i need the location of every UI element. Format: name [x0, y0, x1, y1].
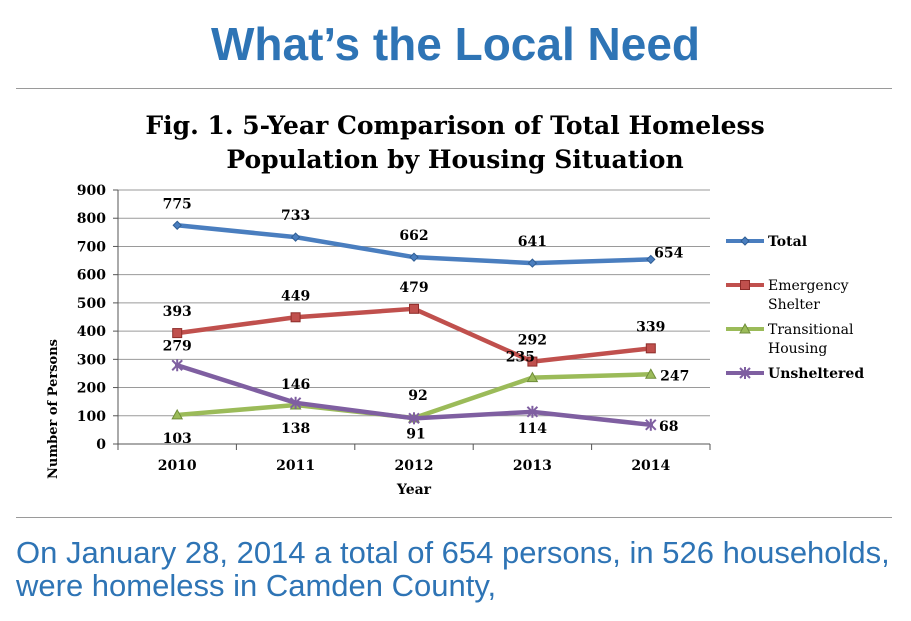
line-chart: Fig. 1. 5-Year Comparison of Total Homel… — [46, 111, 864, 498]
y-tick-label: 800 — [77, 211, 106, 227]
data-label: 393 — [163, 304, 192, 320]
y-tick-label: 200 — [77, 381, 106, 397]
data-label: 114 — [518, 421, 547, 437]
x-tick-label: 2014 — [631, 458, 670, 474]
legend-label: Total — [768, 234, 807, 250]
data-point — [527, 258, 538, 268]
y-tick-label: 500 — [77, 296, 106, 312]
x-tick-label: 2010 — [158, 458, 197, 474]
y-axis-title: Number of Persons — [46, 339, 61, 479]
data-label: 292 — [518, 333, 547, 349]
x-tick-label: 2013 — [513, 458, 552, 474]
series-emergency-shelter: 393 449 479 292 339 — [163, 280, 665, 367]
data-point — [172, 328, 183, 339]
data-point — [409, 252, 419, 262]
data-label: 479 — [399, 280, 428, 296]
data-label: 449 — [281, 288, 310, 304]
y-tick-label: 900 — [77, 183, 106, 199]
legend-item: Unsheltered — [726, 366, 864, 382]
y-tick-label: 600 — [77, 268, 106, 284]
data-point — [646, 254, 656, 265]
data-label: 279 — [163, 338, 192, 354]
chart-title-line1: Fig. 1. 5-Year Comparison of Total Homel… — [145, 111, 764, 140]
y-tick-label: 400 — [77, 324, 106, 340]
data-point — [408, 412, 420, 425]
data-label: 654 — [654, 245, 683, 261]
series-line — [174, 306, 654, 364]
legend-item: Total — [726, 234, 807, 250]
data-label: 247 — [660, 368, 689, 384]
legend: Total Emergency Shelter Transitional Housing… — [726, 234, 864, 382]
data-point — [645, 418, 657, 431]
data-label: 662 — [399, 228, 428, 244]
data-point — [290, 232, 301, 242]
data-label: 92 — [408, 388, 427, 404]
y-tick-label: 0 — [96, 437, 106, 453]
data-label: 146 — [281, 377, 310, 393]
data-label: 138 — [281, 421, 310, 437]
data-label: 775 — [163, 196, 192, 212]
y-tick-label: 700 — [77, 239, 106, 255]
data-point — [290, 312, 301, 323]
series-transitional-housing: 103 138 92 235 247 — [163, 350, 690, 447]
y-tick-label: 300 — [77, 352, 106, 368]
data-label: 68 — [659, 419, 678, 435]
data-point — [526, 405, 539, 418]
data-point — [645, 343, 656, 354]
data-point — [644, 368, 657, 379]
data-point — [526, 371, 539, 383]
data-point — [739, 367, 751, 379]
legend-label: Housing — [768, 341, 827, 357]
data-label: 733 — [281, 208, 310, 224]
x-tick-label: 2011 — [276, 458, 315, 474]
bottom-divider — [16, 517, 892, 518]
chart-title-line2: Population by Housing Situation — [226, 145, 683, 174]
data-point — [289, 396, 302, 409]
top-divider — [16, 88, 892, 89]
x-axis: 2010 2011 2012 2013 2014 — [117, 443, 711, 474]
legend-item: Transitional Housing — [726, 322, 854, 357]
data-point — [527, 356, 538, 367]
gridlines — [118, 189, 710, 417]
data-label: 235 — [506, 350, 535, 366]
legend-label: Transitional — [768, 322, 854, 338]
y-axis: 0 100 200 300 400 500 600 700 800 900 — [77, 183, 119, 453]
legend-label: Emergency — [768, 278, 849, 294]
data-point — [740, 236, 750, 246]
x-axis-title: Year — [396, 482, 432, 498]
legend-item: Emergency Shelter — [726, 278, 849, 313]
x-tick-label: 2012 — [395, 458, 434, 474]
data-point — [171, 359, 183, 372]
data-label: 103 — [163, 431, 192, 447]
legend-label: Unsheltered — [768, 366, 864, 382]
legend-label: Shelter — [768, 297, 820, 313]
data-point — [409, 303, 419, 314]
series-layer: 775 733 662 641 654 393 449 479 292 339 103 138 92 23… — [163, 196, 690, 447]
data-label: 641 — [518, 234, 547, 250]
data-point — [740, 280, 750, 290]
series-total: 775 733 662 641 654 — [163, 196, 684, 268]
data-point — [172, 220, 182, 230]
data-point — [739, 322, 751, 334]
data-label: 339 — [636, 319, 665, 335]
data-point — [171, 408, 184, 420]
y-tick-label: 100 — [77, 409, 106, 425]
slide-title: What’s the Local Need — [210, 18, 701, 70]
data-label: 91 — [406, 426, 425, 442]
summary-text: On January 28, 2014 a total of 654 perso… — [16, 535, 890, 603]
series-unsheltered: 279 146 91 114 68 — [163, 338, 679, 442]
